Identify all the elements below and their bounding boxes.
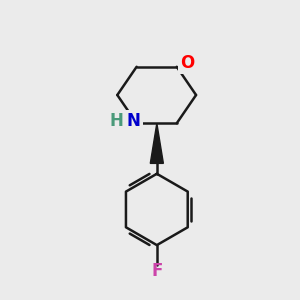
Text: O: O (180, 54, 194, 72)
Polygon shape (150, 123, 164, 164)
Text: H: H (110, 112, 124, 130)
Text: N: N (127, 112, 141, 130)
Text: F: F (151, 262, 163, 280)
